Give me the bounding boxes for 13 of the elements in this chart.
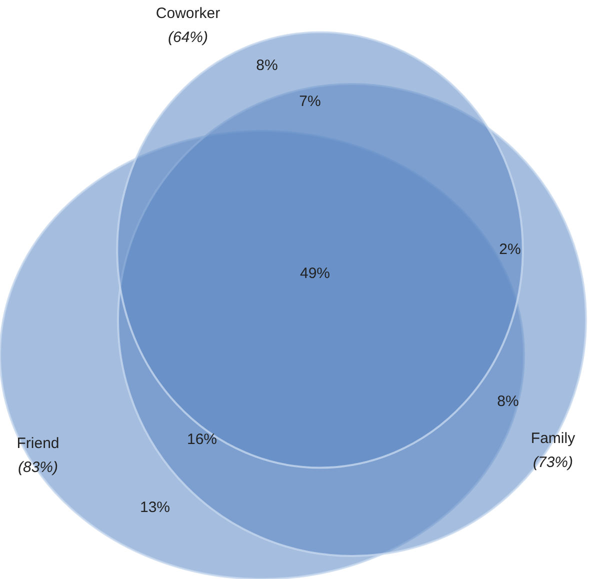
data-label: (73%) [532,454,574,471]
category-label: Coworker [156,5,220,22]
text: 49% [300,265,330,282]
text: 8% [256,57,278,74]
category-label: Family [530,430,576,447]
text: 7% [299,93,321,110]
data-label: (83%) [18,459,58,476]
data-label: (64%) [168,29,208,46]
category-label: Friend [16,435,60,452]
text: 8% [497,393,519,410]
text: 13% [140,499,170,516]
text: 2% [499,241,521,258]
text: 16% [186,431,218,448]
